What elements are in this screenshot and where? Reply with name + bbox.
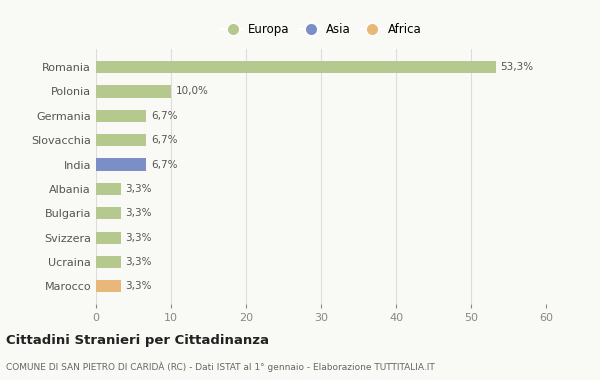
Text: 3,3%: 3,3% xyxy=(125,208,152,218)
Text: 6,7%: 6,7% xyxy=(151,160,177,169)
Bar xyxy=(96,183,121,195)
Text: 3,3%: 3,3% xyxy=(125,281,152,291)
Text: 3,3%: 3,3% xyxy=(125,257,152,267)
Text: 53,3%: 53,3% xyxy=(500,62,533,72)
Bar xyxy=(96,134,146,146)
Text: COMUNE DI SAN PIETRO DI CARIDÀ (RC) - Dati ISTAT al 1° gennaio - Elaborazione TU: COMUNE DI SAN PIETRO DI CARIDÀ (RC) - Da… xyxy=(6,362,435,372)
Legend: Europa, Asia, Africa: Europa, Asia, Africa xyxy=(217,20,425,40)
Text: 10,0%: 10,0% xyxy=(176,86,208,97)
Bar xyxy=(96,280,121,293)
Text: 6,7%: 6,7% xyxy=(151,111,177,121)
Text: 3,3%: 3,3% xyxy=(125,233,152,242)
Text: Cittadini Stranieri per Cittadinanza: Cittadini Stranieri per Cittadinanza xyxy=(6,334,269,347)
Bar xyxy=(96,207,121,219)
Bar xyxy=(96,110,146,122)
Bar xyxy=(96,231,121,244)
Bar xyxy=(96,158,146,171)
Bar xyxy=(96,61,496,73)
Bar xyxy=(96,256,121,268)
Text: 6,7%: 6,7% xyxy=(151,135,177,145)
Text: 3,3%: 3,3% xyxy=(125,184,152,194)
Bar xyxy=(96,86,171,98)
